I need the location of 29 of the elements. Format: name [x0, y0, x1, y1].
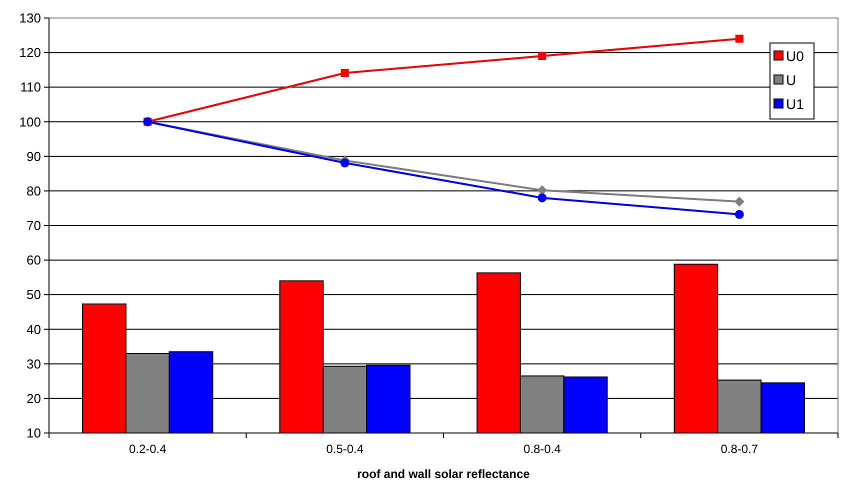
point	[734, 210, 744, 219]
y-tick-label: 100	[19, 114, 41, 130]
y-tick-label: 60	[26, 252, 41, 268]
y-tick-label: 70	[26, 218, 41, 234]
legend-label: U1	[786, 96, 804, 112]
y-tick-label: 40	[26, 322, 41, 337]
y-tick-label: 90	[26, 148, 41, 164]
y-tick-label: 130	[19, 10, 41, 26]
y-tick-label: 30	[26, 356, 41, 372]
point	[735, 34, 744, 43]
y-tick-label: 80	[26, 183, 41, 198]
y-tick-label: 110	[20, 80, 41, 95]
legend-label: U0	[786, 48, 804, 64]
point	[538, 52, 546, 60]
y-tick-label: 50	[26, 287, 41, 302]
x-tick-label: 0.8-0.7	[720, 442, 758, 456]
point	[538, 193, 547, 202]
x-tick-label: 0.5-0.4	[326, 442, 364, 456]
y-tick-label: 10	[26, 426, 41, 441]
y-tick-label: 120	[19, 45, 41, 60]
point	[734, 196, 744, 207]
point	[340, 68, 349, 77]
point	[340, 158, 350, 168]
point	[537, 185, 548, 196]
legend-label: U	[786, 72, 796, 88]
x-axis-title: roof and wall solar reflectance	[357, 467, 530, 481]
x-tick-label: 0.8-0.4	[523, 442, 562, 456]
y-tick-label: 20	[26, 390, 41, 406]
x-tick-label: 0.2-0.4	[128, 442, 167, 456]
